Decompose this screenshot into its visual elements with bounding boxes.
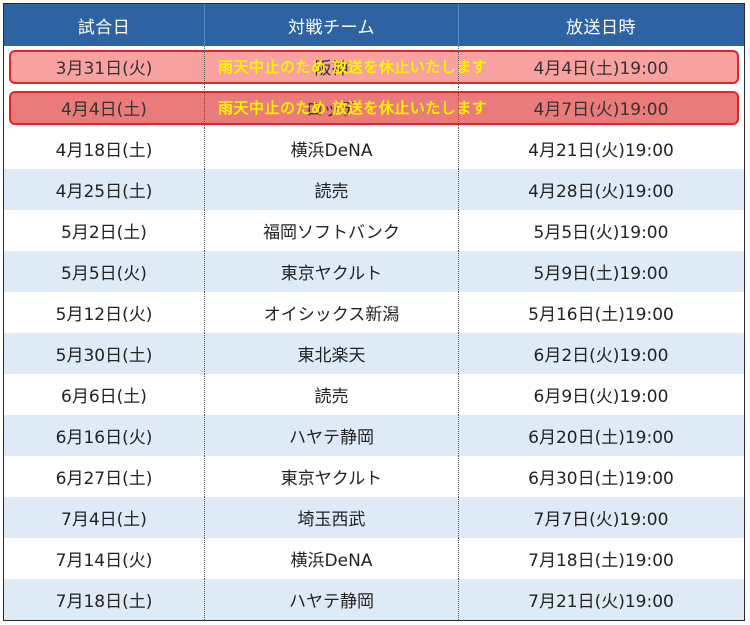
opponent-cell: 東京ヤクルト (205, 456, 459, 497)
broadcast-time-cell: 6月9日(火)19:00 (533, 387, 669, 407)
match-date-cell: 4月4日(土) (4, 87, 205, 128)
table-row: 5月30日(土) 東北楽天 6月2日(火)19:00 (4, 333, 744, 374)
match-date-cell: 6月16日(火) (4, 415, 205, 456)
opponent-cell: 読売 (205, 169, 459, 210)
match-date-cell: 5月5日(火) (4, 251, 205, 292)
cancel-highlight (9, 91, 739, 125)
table-header: 試合日 対戦チーム 放送日時 (4, 4, 744, 46)
header-broadcast-time: 放送日時 (566, 17, 636, 38)
broadcast-time-cell: 7月21日(火)19:00 (528, 592, 674, 612)
broadcast-schedule-table: 試合日 対戦チーム 放送日時 3月31日(火) 阪神 4月4日(土)19:00 … (3, 3, 745, 621)
cancelled-row: 4月4日(土) ロッテ 4月7日(火)19:00 雨天中止のため 放送を休止いた… (4, 87, 744, 128)
table-row: 6月27日(土) 東京ヤクルト 6月30日(土)19:00 (4, 456, 744, 497)
table-body: 3月31日(火) 阪神 4月4日(土)19:00 雨天中止のため 放送を休止いた… (4, 46, 744, 620)
opponent-cell: 東京ヤクルト (205, 251, 459, 292)
cancel-notice: 雨天中止のため 放送を休止いたします (218, 99, 488, 117)
table-row: 7月4日(土) 埼玉西武 7月7日(火)19:00 (4, 497, 744, 538)
table-row: 4月18日(土) 横浜DeNA 4月21日(火)19:00 (4, 128, 744, 169)
opponent-cell: ハヤテ静岡 (205, 579, 459, 620)
opponent-cell: 横浜DeNA (205, 128, 459, 169)
broadcast-time-cell: 6月30日(土)19:00 (528, 469, 674, 489)
broadcast-time-cell: 5月9日(土)19:00 (533, 264, 669, 284)
broadcast-time-cell: 6月20日(土)19:00 (528, 428, 674, 448)
table-row: 7月18日(土) ハヤテ静岡 7月21日(火)19:00 (4, 579, 744, 620)
match-date-cell: 6月27日(土) (4, 456, 205, 497)
header-opponent: 対戦チーム (205, 4, 459, 46)
match-date-cell: 7月18日(土) (4, 579, 205, 620)
opponent-cell: 横浜DeNA (205, 538, 459, 579)
match-date-cell: 5月2日(土) (4, 210, 205, 251)
broadcast-time-cell: 4月28日(火)19:00 (528, 182, 674, 202)
match-date-cell: 5月30日(土) (4, 333, 205, 374)
cancel-highlight (9, 50, 739, 84)
header-match-date: 試合日 (4, 4, 205, 46)
table-row: 4月25日(土) 読売 4月28日(火)19:00 (4, 169, 744, 210)
match-date-cell: 4月18日(土) (4, 128, 205, 169)
table-row: 6月6日(土) 読売 6月9日(火)19:00 (4, 374, 744, 415)
match-date-cell: 5月12日(火) (4, 292, 205, 333)
broadcast-time-cell: 7月18日(土)19:00 (528, 551, 674, 571)
table-row: 7月14日(火) 横浜DeNA 7月18日(土)19:00 (4, 538, 744, 579)
opponent-cell: オイシックス新潟 (205, 292, 459, 333)
cancel-notice: 雨天中止のため 放送を休止いたします (218, 58, 488, 76)
broadcast-time-cell: 7月7日(火)19:00 (533, 510, 669, 530)
broadcast-time-cell: 6月2日(火)19:00 (533, 346, 669, 366)
broadcast-time-cell: 4月7日(火)19:00 (533, 100, 669, 120)
opponent-cell: ハヤテ静岡 (205, 415, 459, 456)
match-date-cell: 6月6日(土) (4, 374, 205, 415)
cancelled-row: 3月31日(火) 阪神 4月4日(土)19:00 雨天中止のため 放送を休止いた… (4, 46, 744, 87)
broadcast-time-cell: 5月16日(土)19:00 (528, 305, 674, 325)
opponent-cell: 東北楽天 (205, 333, 459, 374)
broadcast-time-cell: 4月21日(火)19:00 (528, 141, 674, 161)
opponent-cell: ロッテ (205, 87, 459, 128)
table-row: 5月2日(土) 福岡ソフトバンク 5月5日(火)19:00 (4, 210, 744, 251)
match-date-cell: 4月25日(土) (4, 169, 205, 210)
match-date-cell: 7月4日(土) (4, 497, 205, 538)
opponent-cell: 読売 (205, 374, 459, 415)
opponent-cell: 福岡ソフトバンク (205, 210, 459, 251)
opponent-cell: 阪神 (205, 46, 459, 87)
opponent-cell: 埼玉西武 (205, 497, 459, 538)
match-date-cell: 7月14日(火) (4, 538, 205, 579)
broadcast-time-cell: 4月4日(土)19:00 (533, 59, 669, 79)
table-row: 5月5日(火) 東京ヤクルト 5月9日(土)19:00 (4, 251, 744, 292)
broadcast-time-cell: 5月5日(火)19:00 (533, 223, 669, 243)
table-row: 6月16日(火) ハヤテ静岡 6月20日(土)19:00 (4, 415, 744, 456)
table-row: 5月12日(火) オイシックス新潟 5月16日(土)19:00 (4, 292, 744, 333)
match-date-cell: 3月31日(火) (4, 46, 205, 87)
